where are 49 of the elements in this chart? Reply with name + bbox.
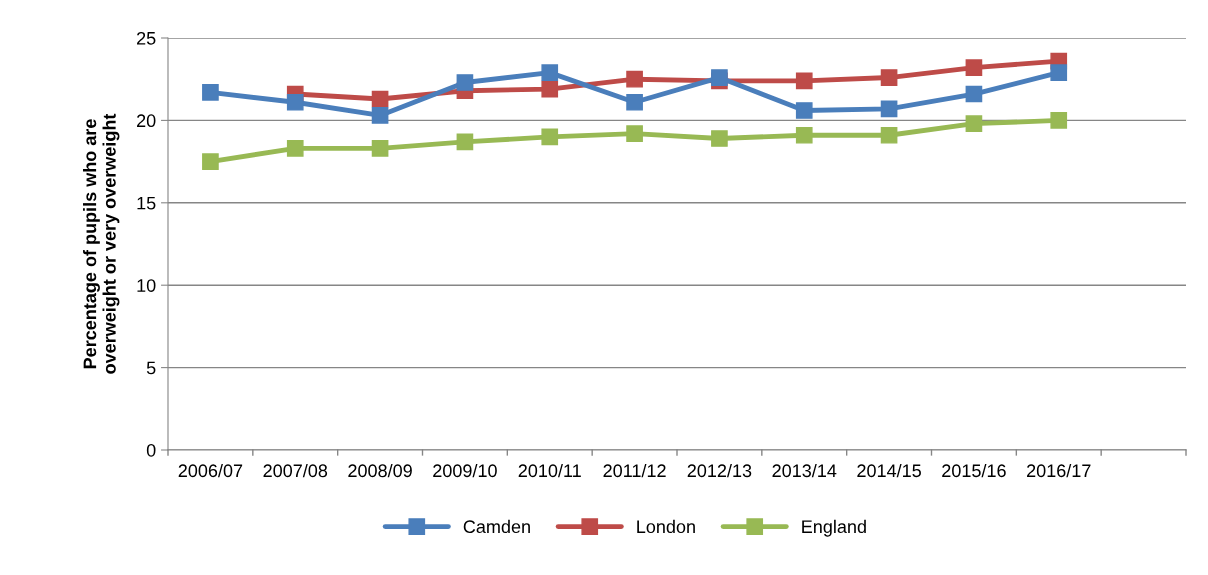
point (795, 126, 813, 144)
y-tick-label: 5 (146, 361, 156, 375)
point (880, 69, 898, 86)
point (965, 59, 983, 76)
x-tick-label: 2014/15 (857, 463, 921, 478)
point (286, 93, 304, 111)
point (711, 69, 728, 86)
x-tick-label: 2006/07 (178, 463, 243, 478)
x-tick-label: 2008/09 (348, 463, 412, 478)
legend-label: England (802, 519, 866, 537)
point (541, 128, 559, 146)
point (626, 70, 643, 88)
point (711, 130, 728, 147)
y-tick-label: 20 (137, 114, 156, 128)
point (202, 84, 219, 101)
point (880, 100, 898, 118)
y-tick-label: 25 (137, 31, 156, 45)
x-tick-label: 2007/08 (263, 463, 328, 478)
y-axis-title: Percentage of pupils who are overweight or very overweight (83, 113, 120, 374)
point (456, 133, 474, 151)
x-tick-label: 2013/14 (772, 463, 837, 478)
point (371, 90, 389, 108)
point (202, 153, 219, 170)
y-tick-label: 0 (146, 443, 156, 457)
point (371, 140, 389, 157)
point (965, 115, 983, 133)
point (626, 125, 643, 142)
legend-label: Camden (463, 519, 530, 534)
point (541, 80, 559, 98)
x-tick-label: 2010/11 (518, 463, 581, 478)
x-tick-label: 2009/10 (433, 463, 497, 478)
point (286, 140, 304, 157)
point (965, 85, 983, 103)
y-tick-label: 10 (137, 279, 156, 292)
point (456, 74, 474, 91)
x-tick-label: 2011/12 (603, 463, 666, 478)
x-tick-label: 2015/16 (942, 463, 1006, 478)
legend-label: London (637, 519, 695, 534)
point (626, 93, 643, 111)
y-tick-label: 15 (137, 196, 156, 210)
point (795, 72, 813, 90)
point (1050, 112, 1068, 129)
point (880, 126, 898, 144)
point (541, 64, 559, 81)
point (795, 102, 813, 119)
point (1050, 64, 1068, 81)
x-tick-label: 2012/13 (687, 463, 752, 478)
x-tick-label: 2016/17 (1027, 463, 1091, 478)
point (371, 107, 389, 124)
